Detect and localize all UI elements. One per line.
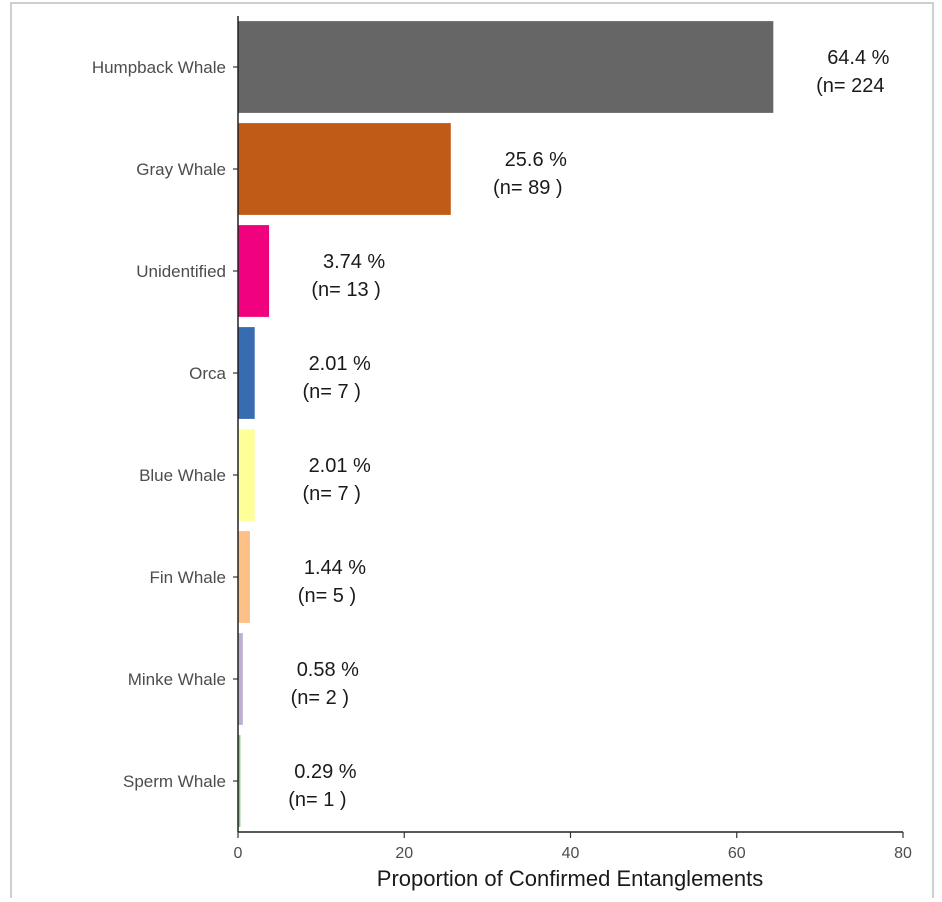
data-label-percent: 2.01 % — [309, 455, 371, 477]
x-tick-label: 60 — [728, 845, 746, 862]
bar-unidentified — [238, 225, 269, 317]
x-axis-title: Proportion of Confirmed Entanglements — [377, 866, 763, 891]
category-labels: Humpback Whale Gray Whale Unidentified Orca… — [92, 58, 238, 791]
bar-fin-whale — [238, 531, 250, 623]
y-tick-label: Unidentified — [136, 262, 226, 281]
data-label-percent: 64.4 % — [827, 47, 889, 69]
y-tick-label: Sperm Whale — [123, 772, 226, 791]
data-label-count: (n= 7 ) — [303, 483, 361, 505]
data-label-count: (n= 224 — [816, 75, 884, 97]
data-label-count: (n= 89 ) — [493, 177, 562, 199]
y-tick-label: Humpback Whale — [92, 58, 226, 77]
data-label-percent: 25.6 % — [505, 149, 567, 171]
y-tick-label: Gray Whale — [136, 160, 226, 179]
y-tick-label: Orca — [189, 364, 226, 383]
data-label-count: (n= 1 ) — [288, 789, 346, 811]
y-tick-label: Minke Whale — [128, 670, 226, 689]
data-label-percent: 3.74 % — [323, 251, 385, 273]
data-label-percent: 1.44 % — [304, 557, 366, 579]
y-tick-label: Fin Whale — [149, 568, 226, 587]
x-tick-label: 0 — [234, 845, 243, 862]
bar-gray-whale — [238, 123, 451, 215]
bar-orca — [238, 327, 255, 419]
data-label-count: (n= 5 ) — [298, 585, 356, 607]
data-label-percent: 2.01 % — [309, 353, 371, 375]
bar-humpback-whale — [238, 21, 773, 113]
x-tick-label: 40 — [562, 845, 580, 862]
x-axis-ticks: 0 20 40 60 80 — [234, 832, 912, 862]
x-tick-label: 20 — [395, 845, 413, 862]
data-label-count: (n= 13 ) — [311, 279, 380, 301]
data-label-count: (n= 7 ) — [303, 381, 361, 403]
data-label-percent: 0.29 % — [294, 761, 356, 783]
data-label-count: (n= 2 ) — [291, 687, 349, 709]
y-tick-label: Blue Whale — [139, 466, 226, 485]
bar-blue-whale — [238, 429, 255, 521]
x-tick-label: 80 — [894, 845, 912, 862]
data-label-percent: 0.58 % — [297, 659, 359, 681]
